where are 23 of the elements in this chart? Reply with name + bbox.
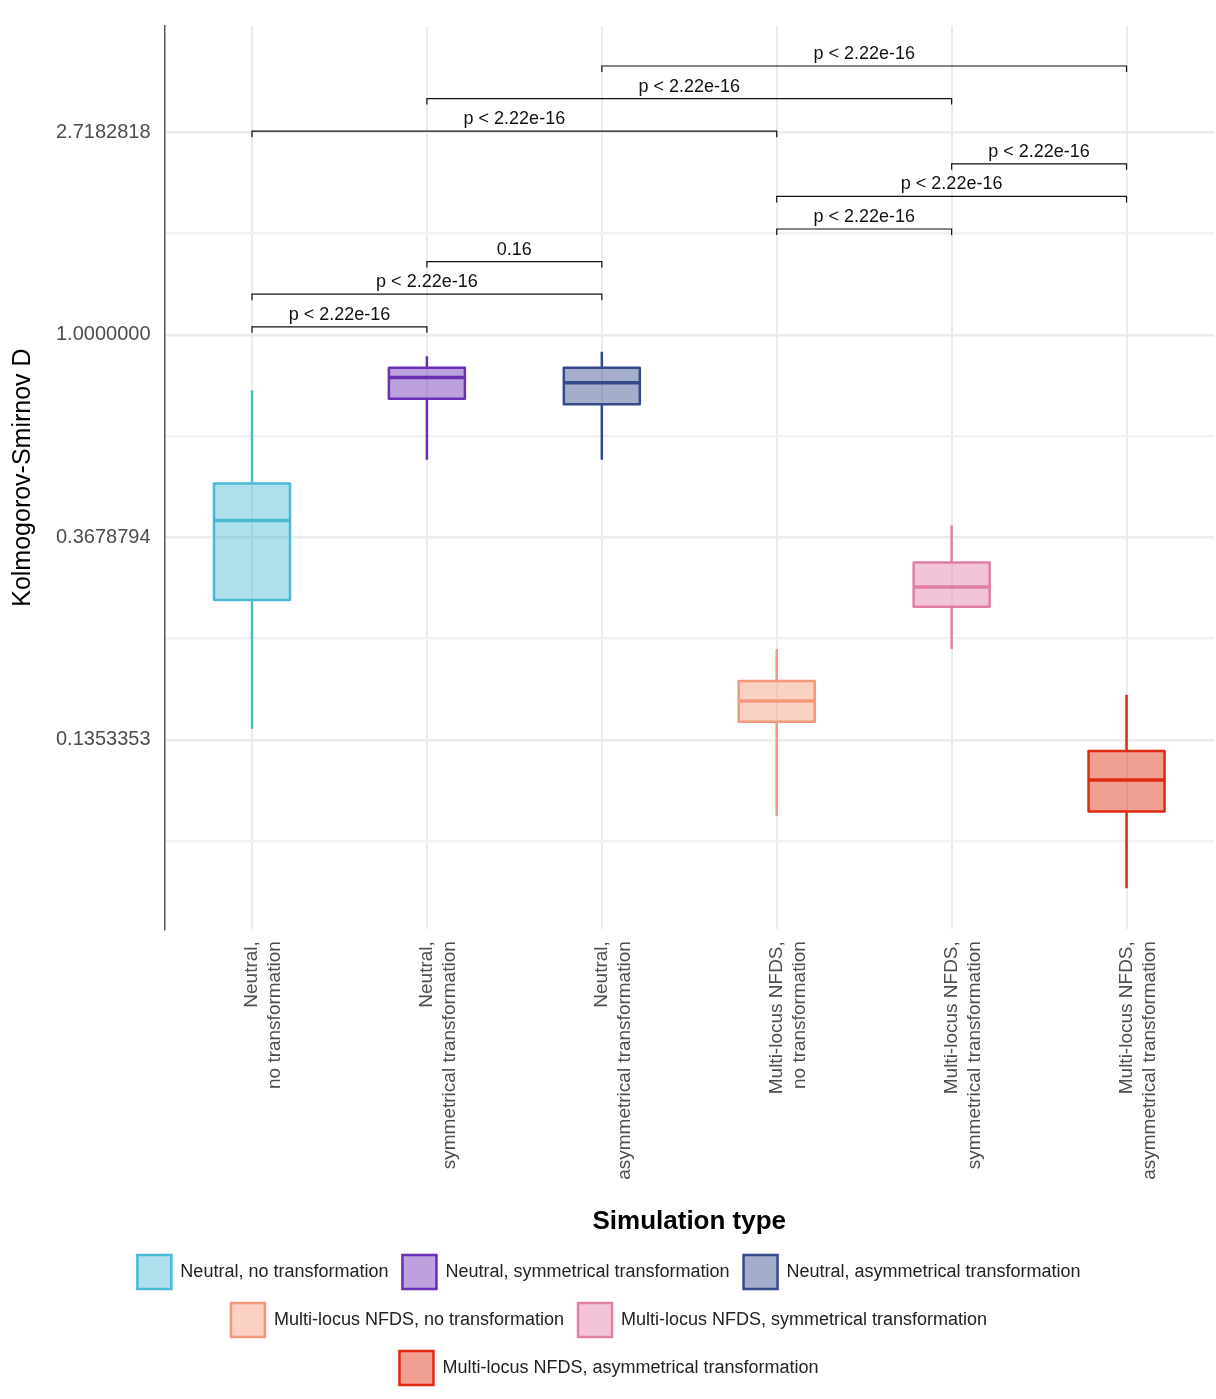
- x-tick-label: Multi-locus NFDS, no transformation: [764, 941, 809, 1095]
- legend-label: Multi-locus NFDS, symmetrical transformation: [621, 1308, 988, 1329]
- annotation: 0.16: [496, 238, 532, 259]
- legend-label: Neutral, asymmetrical transformation: [786, 1260, 1081, 1281]
- y-tick-label: 0.1353353: [55, 727, 151, 750]
- legend-label: Multi-locus NFDS, asymmetrical transformation: [442, 1356, 819, 1377]
- x-tick-label: Neutral, no transformation: [240, 941, 285, 1090]
- x-axis-title: Simulation type: [592, 1204, 787, 1235]
- legend-label: Multi-locus NFDS, no transformation: [273, 1308, 565, 1329]
- annotation: p < 2.22e-16: [638, 75, 741, 96]
- y-tick-label: 1.0000000: [55, 322, 151, 345]
- y-axis-title: Kolmogorov-Smirnov D: [6, 348, 35, 607]
- annotation: p < 2.22e-16: [813, 42, 915, 63]
- annotation: p < 2.22e-16: [288, 303, 391, 324]
- y-tick-label: 0.3678794: [55, 524, 151, 547]
- legend-label: Neutral, symmetrical transformation: [445, 1260, 730, 1281]
- annotation: p < 2.22e-16: [900, 173, 1003, 194]
- annotation: p < 2.22e-16: [376, 271, 478, 292]
- legend-label: Neutral, no transformation: [180, 1260, 389, 1281]
- annotation: p < 2.22e-16: [813, 205, 915, 226]
- y-tick-label: 2.7182818: [55, 120, 151, 143]
- annotation: p < 2.22e-16: [463, 108, 566, 129]
- annotation: p < 2.22e-16: [988, 140, 1090, 161]
